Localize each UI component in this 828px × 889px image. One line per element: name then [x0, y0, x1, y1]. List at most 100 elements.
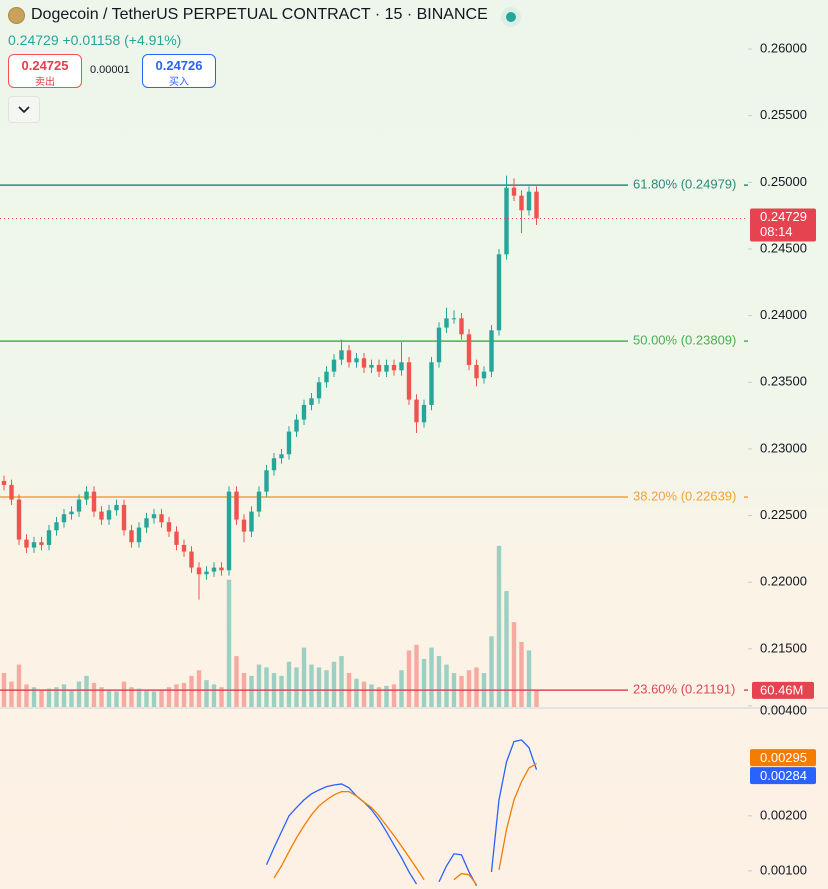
candle-body [181, 544, 187, 552]
volume-tag-label: 60.46M [760, 682, 803, 697]
candle-body [159, 514, 164, 523]
candle-body [474, 364, 479, 379]
volume-bar [189, 675, 194, 707]
candle-body [294, 419, 299, 432]
volume-bar [264, 667, 269, 707]
coin-icon [8, 6, 25, 24]
candle-body [219, 567, 224, 571]
chevron [18, 106, 30, 114]
candle-body [249, 511, 254, 532]
volume-bar [69, 690, 74, 707]
market-status[interactable] [501, 7, 521, 27]
buy-price: 0.24726 [155, 58, 203, 73]
macd-lines [265, 739, 538, 887]
candle-body [361, 358, 367, 368]
volume-bar [121, 681, 127, 707]
candle-body [391, 364, 397, 371]
candle-body [481, 371, 487, 379]
y-tick-label: 0.23500 [760, 374, 807, 389]
volume-bar [211, 684, 217, 707]
y-tick-label: 0.00400 [760, 702, 807, 717]
volume-tag [752, 681, 814, 699]
price-tag [750, 208, 816, 242]
volume-bar [286, 661, 292, 707]
candle-body [511, 187, 517, 196]
volume-bar [466, 670, 472, 707]
candle-body [61, 514, 67, 523]
volume-bar [526, 650, 532, 707]
macd-line [265, 739, 538, 887]
y-tick-label: 0.23000 [760, 440, 807, 455]
volume-bar [99, 687, 104, 707]
volume-bar [16, 664, 22, 707]
candle-body [151, 514, 157, 519]
y-tick-label: 0.24500 [760, 240, 807, 255]
candle-body [339, 350, 344, 360]
spread: 0.00001 [90, 64, 130, 76]
volume-bar [159, 690, 164, 707]
candle-body [421, 404, 427, 423]
candle-body [309, 398, 314, 405]
volume-bar [361, 681, 367, 707]
volume-bar [39, 690, 44, 707]
y-tick-label: 0.00200 [760, 807, 807, 822]
volume-bar [24, 684, 29, 707]
value-tag-label: 0.00284 [760, 768, 807, 783]
candle-body [436, 327, 442, 363]
fib-label: 23.60% (0.21191) [633, 682, 735, 697]
volume-bar [414, 644, 419, 707]
volume-bar [354, 678, 359, 707]
volume-bar [444, 664, 449, 707]
volume-bar [279, 675, 284, 707]
candle-body [76, 499, 82, 512]
fib-label: 38.20% (0.22639) [633, 488, 736, 503]
candle-body [46, 530, 52, 545]
buy-button[interactable]: 0.24726 买入 [142, 54, 216, 88]
candle-body [31, 542, 37, 548]
candle-body [519, 195, 524, 211]
volume-bar [256, 664, 262, 707]
candle-body [24, 539, 29, 548]
sell-button[interactable]: 0.24725 卖出 [8, 54, 82, 88]
candle-body [414, 399, 419, 423]
candle-body [451, 318, 457, 320]
y-tick-label: 0.22500 [760, 507, 807, 522]
y-tick-label: 0.21500 [760, 640, 807, 655]
candle-body [459, 318, 464, 335]
collapse-button[interactable] [8, 96, 40, 123]
candle-body [534, 191, 539, 219]
sell-price: 0.24725 [21, 58, 69, 73]
candle-body [54, 522, 59, 531]
candle-body [354, 358, 359, 363]
candle-body [84, 491, 89, 500]
volume-bar [376, 687, 382, 707]
volume-bar [504, 591, 509, 707]
candle-body [316, 382, 322, 399]
price-tag-countdown: 08:14 [760, 224, 793, 239]
candle-body [189, 551, 194, 568]
price-tag-value: 0.24729 [760, 209, 807, 224]
candle-body [204, 571, 209, 575]
volume-bar [294, 667, 299, 707]
volume-bar [91, 682, 97, 707]
candle-body [99, 511, 104, 520]
volume-bar [76, 681, 82, 707]
y-tick-label: 0.22000 [760, 574, 807, 589]
candle-body [166, 522, 172, 532]
candle-body [91, 491, 97, 512]
volume-bar [399, 670, 404, 707]
candle-body [286, 431, 292, 455]
volume-bar [519, 641, 524, 707]
candle-body [496, 254, 502, 331]
candle-body [376, 364, 382, 372]
volume-bar [166, 687, 172, 707]
volume-bar [436, 656, 442, 707]
volume-bar [429, 647, 434, 707]
candle-body [226, 491, 232, 571]
candle-body [406, 362, 412, 400]
volume-bar [174, 684, 179, 707]
volume-bar [301, 647, 307, 707]
value-tag [750, 767, 816, 785]
